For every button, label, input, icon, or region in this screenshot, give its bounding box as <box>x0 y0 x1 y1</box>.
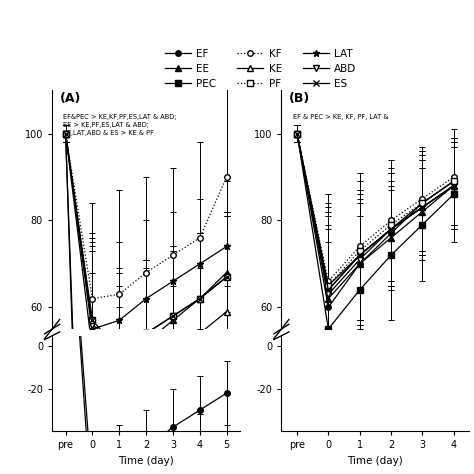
Legend: EF, EE, PEC, KF, KE, PF, LAT, ABD, ES: EF, EE, PEC, KF, KE, PF, LAT, ABD, ES <box>165 48 356 89</box>
Text: EF & PEC > KE, KF, PF, LAT &: EF & PEC > KE, KF, PF, LAT & <box>292 114 388 120</box>
X-axis label: Time (day): Time (day) <box>118 456 174 466</box>
X-axis label: Time (day): Time (day) <box>347 456 403 466</box>
Text: (A): (A) <box>60 92 81 105</box>
Text: (B): (B) <box>289 92 310 105</box>
Text: EF&PEC > KE,KF,PF,ES,LAT & ABD;
EE > KE,PF,ES,LAT & ABD;
KF,LAT,ABD & ES > KE & : EF&PEC > KE,KF,PF,ES,LAT & ABD; EE > KE,… <box>64 114 177 136</box>
